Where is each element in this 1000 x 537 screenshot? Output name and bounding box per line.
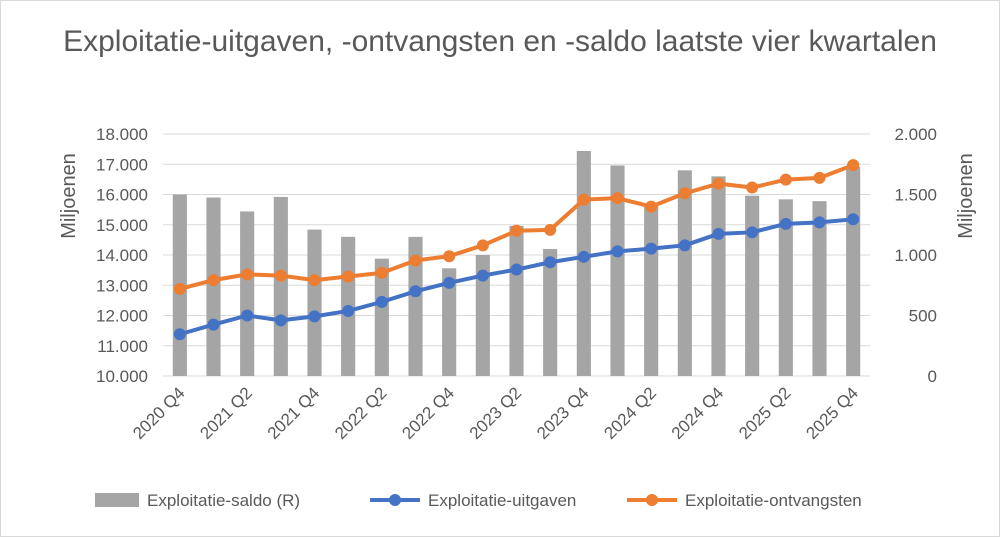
y-left-tick-label: 13.000 (96, 276, 148, 295)
point-exploitatie-ontvangsten (746, 181, 759, 194)
y-axis-title-left: Miljoenen (58, 153, 80, 239)
bar-exploitatie-saldo (610, 165, 625, 376)
bar-exploitatie-saldo (812, 201, 827, 376)
point-exploitatie-ontvangsten (476, 239, 489, 252)
y-left-tick-label: 15.000 (96, 216, 148, 235)
point-exploitatie-ontvangsten (813, 171, 826, 184)
legend-swatch-exploitatie-saldo-r- (95, 493, 139, 507)
x-tick-label: 2021 Q2 (196, 383, 256, 443)
bar-exploitatie-saldo (408, 236, 423, 376)
point-exploitatie-ontvangsten (274, 269, 287, 282)
bar-exploitatie-saldo (374, 258, 389, 376)
point-exploitatie-ontvangsten (779, 173, 792, 186)
legend-label-exploitatie-ontvangsten: Exploitatie-ontvangsten (685, 491, 862, 510)
point-exploitatie-ontvangsten (375, 266, 388, 279)
bar-exploitatie-saldo (576, 150, 591, 376)
point-exploitatie-uitgaven (611, 245, 624, 258)
point-exploitatie-ontvangsten (207, 274, 220, 287)
bar-exploitatie-saldo (846, 166, 861, 376)
point-exploitatie-ontvangsten (443, 250, 456, 263)
point-exploitatie-uitgaven (577, 250, 590, 263)
x-tick-label: 2024 Q4 (668, 383, 728, 443)
x-tick-label: 2025 Q4 (802, 383, 862, 443)
y-left-tick-label: 17.000 (96, 155, 148, 174)
point-exploitatie-uitgaven (645, 242, 658, 255)
x-tick-label: 2022 Q2 (331, 383, 391, 443)
bar-exploitatie-saldo (442, 268, 457, 376)
line-series (173, 159, 860, 341)
x-tick-label: 2023 Q2 (466, 383, 526, 443)
point-exploitatie-ontvangsten (611, 192, 624, 205)
x-tick-label: 2020 Q4 (129, 383, 189, 443)
y-left-tick-label: 16.000 (96, 186, 148, 205)
bar-exploitatie-saldo (778, 199, 793, 376)
point-exploitatie-uitgaven (544, 256, 557, 269)
y-right-tick-label: 500 (909, 307, 937, 326)
point-exploitatie-uitgaven (274, 314, 287, 327)
legend-label-exploitatie-uitgaven: Exploitatie-uitgaven (428, 491, 576, 510)
y-left-tick-label: 12.000 (96, 307, 148, 326)
bar-exploitatie-saldo (475, 255, 490, 376)
bar-exploitatie-saldo (273, 196, 288, 376)
point-exploitatie-uitgaven (746, 226, 759, 239)
point-exploitatie-uitgaven (443, 276, 456, 289)
y-right-tick-label: 1.000 (894, 246, 937, 265)
point-exploitatie-ontvangsten (645, 200, 658, 213)
x-tick-label: 2021 Q4 (264, 383, 324, 443)
bar-exploitatie-saldo (307, 229, 322, 376)
y-right-tick-label: 2.000 (894, 125, 937, 144)
y-axis-title-right: Miljoenen (955, 153, 977, 239)
point-exploitatie-uitgaven (409, 285, 422, 298)
bar-exploitatie-saldo (543, 248, 558, 376)
bar-exploitatie-saldo (677, 170, 692, 376)
bar-exploitatie-saldo (711, 176, 726, 376)
point-exploitatie-uitgaven (342, 304, 355, 317)
point-exploitatie-uitgaven (476, 269, 489, 282)
bar-exploitatie-saldo (644, 204, 659, 376)
point-exploitatie-uitgaven (173, 328, 186, 341)
point-exploitatie-uitgaven (678, 239, 691, 252)
point-exploitatie-uitgaven (779, 217, 792, 230)
y-left-tick-label: 14.000 (96, 246, 148, 265)
chart-title: Exploitatie-uitgaven, -ontvangsten en -s… (63, 25, 937, 58)
point-exploitatie-ontvangsten (544, 223, 557, 236)
point-exploitatie-uitgaven (813, 216, 826, 229)
point-exploitatie-ontvangsten (241, 268, 254, 281)
y-right-tick-label: 1.500 (894, 186, 937, 205)
point-exploitatie-uitgaven (308, 310, 321, 323)
y-left-tick-label: 11.000 (97, 337, 148, 356)
point-exploitatie-ontvangsten (409, 254, 422, 267)
point-exploitatie-uitgaven (375, 295, 388, 308)
point-exploitatie-ontvangsten (308, 274, 321, 287)
point-exploitatie-ontvangsten (577, 193, 590, 206)
y-left-tick-label: 18.000 (96, 125, 148, 144)
bar-exploitatie-saldo (240, 211, 255, 376)
point-exploitatie-uitgaven (847, 213, 860, 226)
y-left-tick-label: 10.000 (96, 367, 148, 386)
point-exploitatie-ontvangsten (712, 177, 725, 190)
bar-exploitatie-saldo (206, 197, 221, 376)
x-tick-label: 2024 Q2 (600, 383, 660, 443)
point-exploitatie-ontvangsten (173, 282, 186, 295)
point-exploitatie-uitgaven (241, 309, 254, 322)
bar-exploitatie-saldo (745, 195, 760, 376)
point-exploitatie-ontvangsten (342, 270, 355, 283)
legend-label-exploitatie-saldo-r-: Exploitatie-saldo (R) (147, 491, 300, 510)
point-exploitatie-uitgaven (712, 227, 725, 240)
legend-marker-exploitatie-uitgaven (389, 494, 401, 506)
point-exploitatie-ontvangsten (847, 159, 860, 172)
point-exploitatie-uitgaven (510, 263, 523, 276)
legend: Exploitatie-saldo (R) Exploitatie-uitgave… (95, 491, 862, 510)
x-tick-label: 2025 Q2 (735, 383, 795, 443)
x-tick-label: 2022 Q4 (398, 383, 458, 443)
bar-exploitatie-saldo (509, 225, 524, 376)
point-exploitatie-ontvangsten (678, 187, 691, 200)
point-exploitatie-ontvangsten (510, 224, 523, 237)
y-right-tick-label: 0 (928, 367, 937, 386)
x-tick-label: 2023 Q4 (533, 383, 593, 443)
point-exploitatie-uitgaven (207, 318, 220, 331)
legend-marker-exploitatie-ontvangsten (646, 494, 658, 506)
